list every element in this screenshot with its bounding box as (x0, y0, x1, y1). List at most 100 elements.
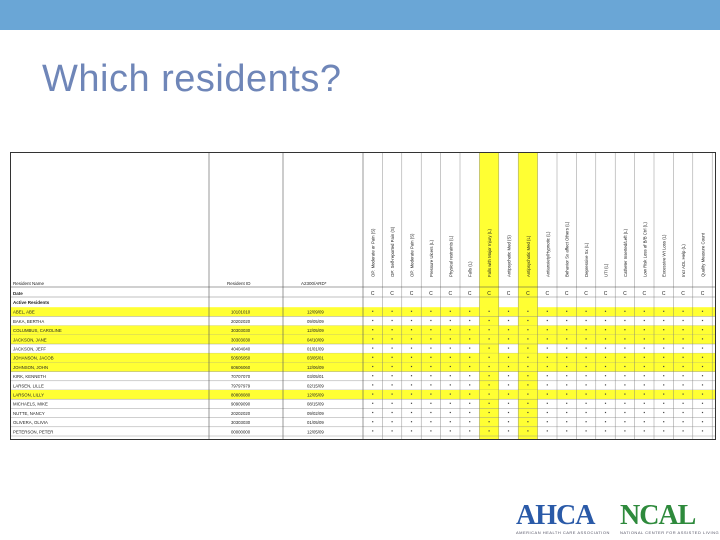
cell-mark (585, 356, 587, 358)
cell-mark (701, 319, 704, 322)
cell-mark (663, 338, 665, 340)
column-header: Falls (L) (468, 261, 473, 277)
cell-mark (643, 338, 645, 340)
cell-mark (410, 347, 413, 349)
cell-mark (449, 430, 451, 432)
cell-mark (566, 375, 568, 377)
column-code: C (507, 291, 511, 297)
cell-mark (469, 402, 471, 404)
cell-mark (527, 329, 529, 331)
cell-mark (527, 338, 529, 340)
resident-name: JOHNSON, JOHN (13, 365, 48, 370)
column-header: Antipsychotic Med (L) (526, 235, 531, 277)
cell-mark (566, 402, 568, 404)
cell-mark (488, 384, 490, 386)
ahca-logo-subtitle: AMERICAN HEALTH CARE ASSOCIATION (516, 530, 610, 535)
column-header: Low Risk Loss of B/B Ctrl (L) (642, 222, 647, 277)
cell-mark (372, 375, 374, 377)
resident-date: 01/01/09 (307, 347, 324, 352)
cell-mark (585, 319, 587, 322)
cell-mark (507, 393, 510, 395)
cell-mark (682, 411, 684, 414)
column-code: C (390, 291, 394, 297)
cell-mark (469, 347, 471, 349)
cell-mark (663, 356, 665, 358)
resident-date: 03/05/01 (307, 374, 324, 379)
slide-title: Which residents? (42, 58, 342, 100)
cell-mark (430, 319, 432, 322)
cell-mark (430, 421, 432, 423)
column-code: C (565, 291, 569, 297)
cell-mark (546, 356, 548, 358)
ncal-logo-subtitle: NATIONAL CENTER FOR ASSISTED LIVING (620, 530, 720, 535)
column-code: C (623, 291, 627, 297)
cell-mark (585, 338, 587, 340)
resident-name: KIRK, KENNETH (13, 374, 46, 379)
cell-mark (488, 329, 490, 331)
cell-mark (643, 319, 645, 322)
cell-mark (372, 393, 374, 395)
resident-date: 12/05/09 (307, 429, 324, 434)
cell-mark (391, 310, 393, 312)
cell-mark (469, 338, 471, 340)
cell-mark (527, 411, 529, 414)
cell-mark (566, 384, 568, 386)
cell-mark (546, 347, 548, 349)
cell-mark (469, 356, 471, 358)
cell-mark (604, 310, 607, 312)
cell-mark (410, 393, 413, 395)
cell-mark (546, 402, 548, 404)
cell-mark (449, 375, 451, 377)
cell-mark (624, 411, 626, 414)
cell-mark (372, 329, 374, 331)
cell-mark (527, 319, 529, 322)
cell-mark (624, 356, 626, 358)
ncal-logo: NCAL (620, 500, 696, 531)
cell-mark (372, 411, 374, 414)
cell-mark (372, 421, 374, 423)
resident-name: LARSON, LILLY (13, 393, 44, 398)
cell-mark (682, 347, 684, 349)
cell-mark (449, 319, 451, 322)
cell-mark (566, 430, 568, 432)
cell-mark (585, 411, 587, 414)
resident-date: 09/02/09 (307, 411, 324, 416)
cell-mark (566, 347, 568, 349)
resident-id: 10101010 (231, 310, 251, 315)
cell-mark (682, 356, 684, 358)
cell-mark (585, 365, 587, 368)
column-code: C (526, 291, 530, 297)
column-code: C (429, 291, 433, 297)
cell-mark (663, 421, 665, 423)
cell-mark (604, 329, 607, 331)
cell-mark (604, 393, 607, 395)
cell-mark (663, 319, 665, 322)
cell-mark (682, 384, 684, 386)
resident-id: 30303030 (231, 328, 251, 333)
cell-mark (604, 347, 607, 349)
cell-mark (527, 402, 529, 404)
cell-mark (410, 338, 413, 340)
cell-mark (372, 319, 374, 322)
column-header: UTI (L) (604, 263, 609, 277)
cell-mark (643, 430, 645, 432)
cell-mark (527, 347, 529, 349)
cell-mark (488, 402, 490, 404)
resident-id: 90909090 (231, 402, 251, 407)
cell-mark (527, 430, 529, 432)
cell-mark (585, 310, 587, 312)
cell-mark (604, 365, 607, 368)
cell-mark (546, 338, 548, 340)
cell-mark (410, 310, 413, 312)
resident-id: 60606060 (231, 365, 251, 370)
cell-mark (469, 365, 471, 368)
cell-mark (410, 402, 413, 404)
group-date-label: Date (13, 291, 23, 296)
cell-mark (469, 411, 471, 414)
column-code: C (468, 291, 472, 297)
resident-id: 20202020 (231, 411, 251, 416)
cell-mark (643, 421, 645, 423)
cell-mark (507, 310, 510, 312)
cell-mark (507, 430, 510, 432)
column-header: OP: Moderate or Pain (S) (371, 228, 376, 277)
